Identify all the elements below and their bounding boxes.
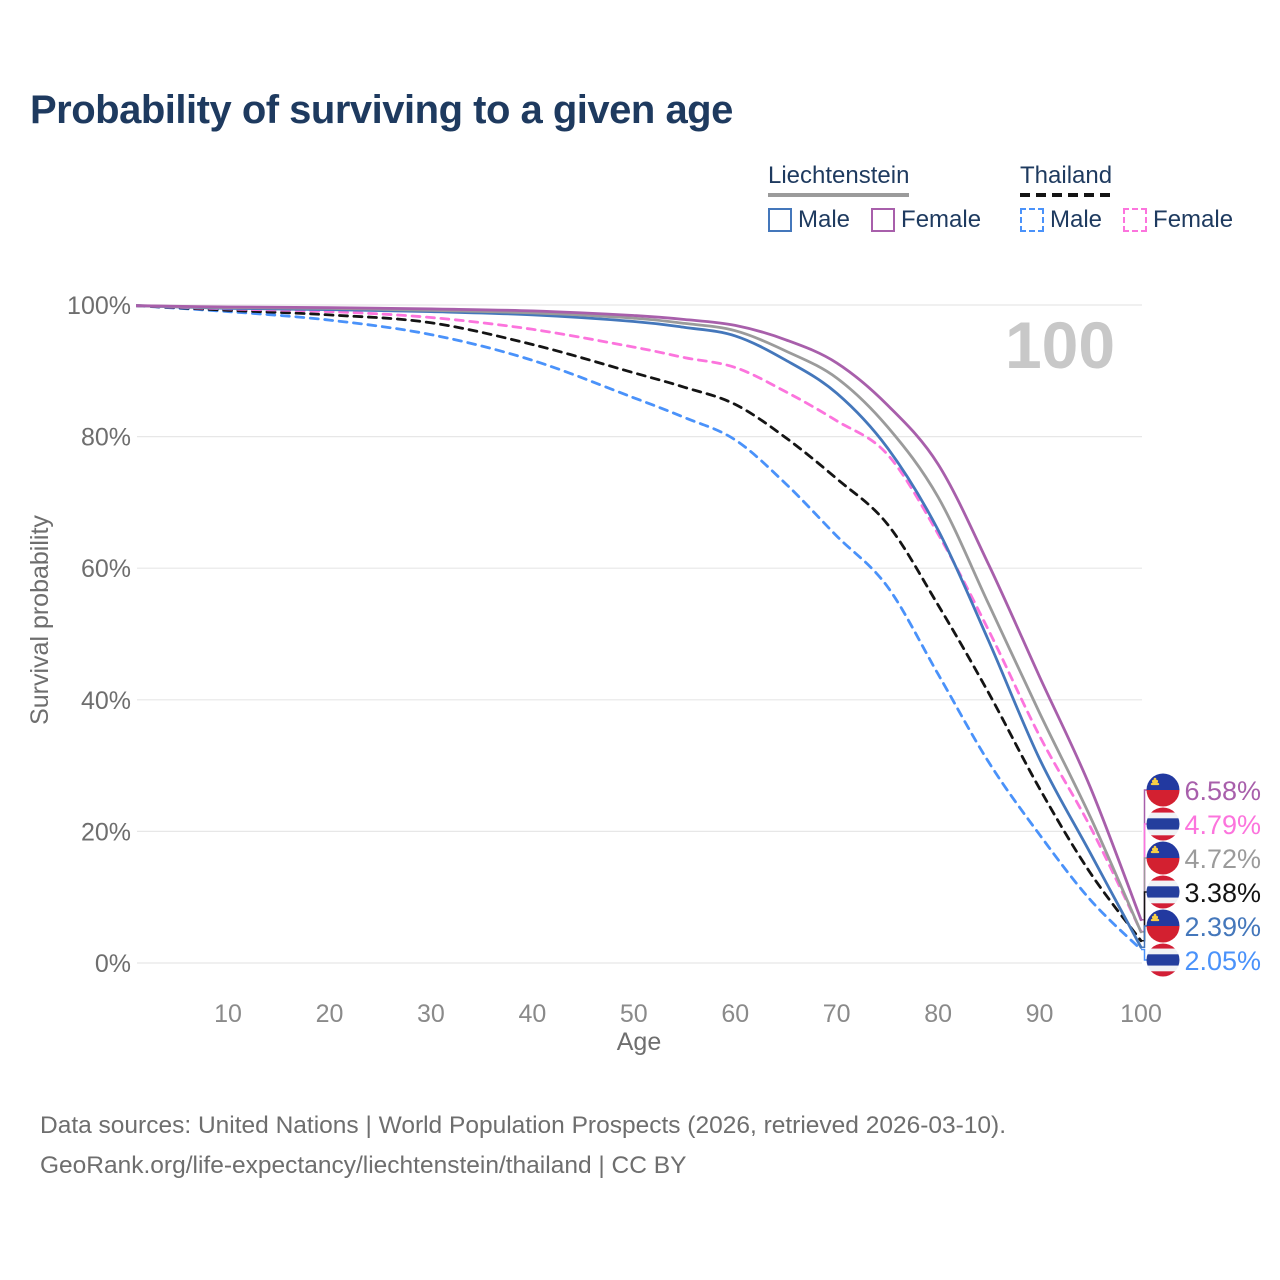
end-label-thailand: 3.38% bbox=[1146, 875, 1261, 909]
legend-series-swatch-icon bbox=[1123, 208, 1148, 232]
end-label-thailand-female: 4.79% bbox=[1146, 807, 1261, 841]
legend-item-liechtenstein-female[interactable]: Female bbox=[871, 206, 981, 234]
end-label-thailand-male: 2.05% bbox=[1146, 943, 1261, 977]
x-tick-label: 30 bbox=[417, 1000, 445, 1028]
curve-liechtenstein-female[interactable] bbox=[136, 304, 1143, 922]
y-axis-title: Survival probability bbox=[26, 515, 54, 725]
legend-country-line-swatch bbox=[768, 193, 910, 197]
footer-url: GeoRank.org/life-expectancy/liechtenstei… bbox=[40, 1152, 687, 1179]
curve-thailand-male[interactable] bbox=[136, 304, 1143, 951]
y-tick-label: 60% bbox=[81, 555, 131, 583]
end-label-value: 3.38% bbox=[1185, 878, 1262, 908]
end-label-value: 4.72% bbox=[1185, 844, 1262, 874]
x-tick-label: 100 bbox=[1120, 1000, 1162, 1028]
end-label-value: 4.79% bbox=[1185, 810, 1262, 840]
curve-liechtenstein-male[interactable] bbox=[136, 304, 1143, 949]
y-tick-label: 80% bbox=[81, 424, 131, 452]
legend-series-label: Male bbox=[1050, 206, 1103, 233]
legend-group-liechtenstein: Liechtenstein Male Female bbox=[768, 162, 1002, 234]
x-tick-label: 90 bbox=[1026, 1000, 1054, 1028]
curve-thailand[interactable] bbox=[136, 304, 1143, 943]
hover-age-watermark: 100 bbox=[1005, 308, 1115, 382]
legend-item-thailand-male[interactable]: Male bbox=[1020, 206, 1102, 234]
legend-group-thailand: Thailand Male Female bbox=[1020, 162, 1254, 234]
legend-country-label[interactable]: Thailand bbox=[1020, 162, 1113, 189]
x-tick-label: 80 bbox=[924, 1000, 952, 1028]
legend-series-label: Female bbox=[1153, 206, 1234, 233]
legend-series-label: Female bbox=[901, 206, 982, 233]
legend-country-label[interactable]: Liechtenstein bbox=[768, 162, 910, 189]
end-label-liechtenstein-female: 6.58% bbox=[1146, 773, 1261, 807]
legend-item-thailand-female[interactable]: Female bbox=[1123, 206, 1233, 234]
legend-series-swatch-icon bbox=[1020, 208, 1044, 232]
end-label-value: 6.58% bbox=[1185, 776, 1262, 806]
y-tick-label: 100% bbox=[67, 292, 131, 320]
x-tick-label: 50 bbox=[620, 1000, 648, 1028]
end-labels: 6.58% 4.79% 4.72% 3.38% 2.39% 2.05% bbox=[1146, 773, 1261, 977]
y-tick-label: 20% bbox=[81, 818, 131, 846]
gridlines bbox=[137, 304, 1142, 964]
end-label-value: 2.05% bbox=[1185, 946, 1262, 976]
liechtenstein-flag-icon bbox=[1146, 773, 1180, 807]
y-tick-label: 0% bbox=[95, 950, 131, 978]
thailand-flag-icon bbox=[1146, 807, 1180, 841]
end-label-liechtenstein: 4.72% bbox=[1146, 841, 1261, 875]
page-title: Probability of surviving to a given age bbox=[30, 88, 733, 132]
y-axis-tick-labels: 0% 20% 40% 60% 80% 100% bbox=[67, 292, 131, 978]
x-tick-label: 10 bbox=[214, 1000, 242, 1028]
legend-series-label: Male bbox=[798, 206, 851, 233]
y-tick-label: 40% bbox=[81, 687, 131, 715]
legend-series-swatch-icon bbox=[768, 208, 792, 232]
end-label-connectors bbox=[1141, 789, 1150, 961]
footer-data-sources: Data sources: United Nations | World Pop… bbox=[40, 1112, 1007, 1139]
legend-series-swatch-icon bbox=[871, 208, 896, 232]
connector-thailand-female bbox=[1141, 823, 1150, 933]
thailand-flag-icon bbox=[1146, 943, 1180, 977]
footer: Data sources: United Nations | World Pop… bbox=[40, 1106, 1006, 1186]
curve-thailand-female[interactable] bbox=[136, 304, 1143, 933]
legend-country-line-swatch bbox=[1020, 193, 1113, 197]
x-axis-title: Age bbox=[617, 1028, 661, 1056]
thailand-flag-icon bbox=[1146, 875, 1180, 909]
x-tick-label: 70 bbox=[823, 1000, 851, 1028]
x-tick-label: 40 bbox=[518, 1000, 546, 1028]
end-label-value: 2.39% bbox=[1185, 912, 1262, 942]
survival-curves bbox=[136, 304, 1143, 951]
legend-item-liechtenstein-male[interactable]: Male bbox=[768, 206, 850, 234]
x-tick-label: 20 bbox=[316, 1000, 344, 1028]
liechtenstein-flag-icon bbox=[1146, 841, 1180, 875]
x-tick-label: 60 bbox=[721, 1000, 749, 1028]
end-label-liechtenstein-male: 2.39% bbox=[1146, 909, 1261, 943]
x-axis-tick-labels: 10 20 30 40 50 60 70 80 90 100 bbox=[214, 1000, 1162, 1028]
liechtenstein-flag-icon bbox=[1146, 909, 1180, 943]
